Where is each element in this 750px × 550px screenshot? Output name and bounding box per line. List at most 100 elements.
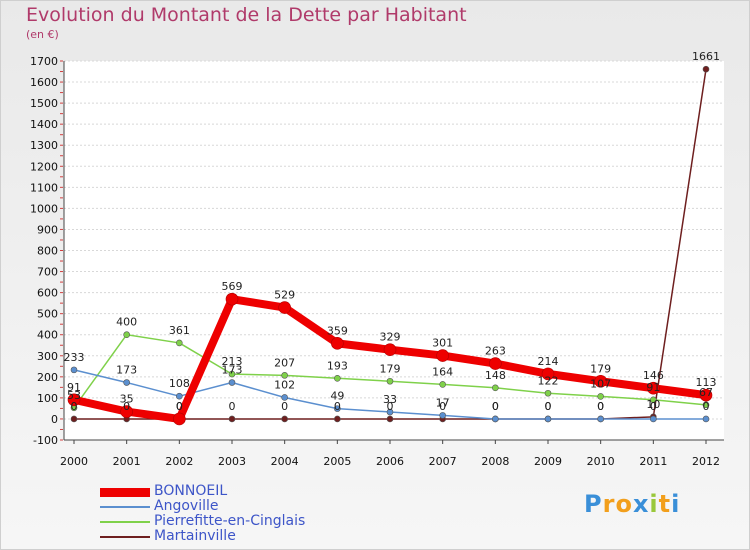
data-label: 91 — [67, 381, 81, 394]
x-tick-label: 2000 — [60, 455, 88, 468]
logo-letter-i2: i — [671, 490, 681, 518]
x-tick-label: 2003 — [218, 455, 246, 468]
y-tick-label: 400 — [37, 329, 58, 342]
legend-label-angoville: Angoville — [154, 498, 219, 514]
data-label: 53 — [67, 389, 81, 402]
data-label: 0 — [597, 400, 604, 413]
data-label: 0 — [597, 400, 604, 413]
data-label: 0 — [703, 400, 710, 413]
data-label: 33 — [383, 393, 397, 406]
series-point — [331, 337, 344, 350]
series-point — [173, 412, 186, 426]
series-point — [386, 415, 394, 423]
x-tick-label: 2001 — [113, 455, 141, 468]
y-tick-label: 1700 — [30, 55, 58, 68]
series-point — [281, 394, 288, 401]
data-label: 0 — [545, 400, 552, 413]
proxiti-logo: Proxiti — [584, 490, 680, 518]
data-label: 102 — [274, 378, 295, 391]
logo-letter-i: i — [649, 490, 659, 518]
data-label: 0 — [281, 400, 288, 413]
data-label: 0 — [176, 400, 183, 413]
y-tick-label: 1500 — [30, 97, 58, 110]
data-label: 179 — [590, 362, 611, 375]
data-label: 113 — [696, 376, 717, 389]
series-point — [334, 405, 341, 412]
y-tick-label: 0 — [51, 413, 58, 426]
series-point — [439, 412, 446, 419]
series-point — [702, 415, 710, 423]
series-point — [650, 415, 657, 423]
series-point — [228, 415, 236, 423]
series-point — [70, 415, 78, 423]
data-label: 148 — [485, 369, 506, 382]
logo-letter-o: o — [615, 490, 633, 518]
y-tick-label: 500 — [37, 308, 58, 321]
data-label: 213 — [222, 355, 243, 368]
x-tick-label: 2004 — [271, 455, 299, 468]
legend-label-martainville: Martainville — [154, 528, 236, 544]
data-label: 400 — [116, 316, 137, 329]
y-tick-label: 600 — [37, 287, 58, 300]
series-point — [225, 292, 239, 306]
x-tick-label: 2007 — [429, 455, 457, 468]
y-tick-label: 1200 — [30, 160, 58, 173]
chart-legend: BONNOEIL Angoville Pierrefitte-en-Cingla… — [100, 483, 360, 544]
data-label: 0 — [387, 400, 394, 413]
legend-label-bonnoeil: BONNOEIL — [154, 483, 228, 499]
data-label: 146 — [643, 369, 664, 382]
data-label: 17 — [436, 396, 450, 409]
series-point — [386, 408, 394, 416]
series-point — [176, 339, 183, 347]
chart-subtitle: (en €) — [26, 28, 59, 41]
series-point — [597, 393, 604, 400]
y-tick-label: 700 — [37, 266, 58, 279]
series-point — [228, 379, 236, 386]
data-label: 173 — [222, 364, 243, 377]
data-label: 49 — [330, 390, 344, 403]
legend-label-pierrefitte: Pierrefitte-en-Cinglais — [154, 513, 306, 529]
legend-item-angoville: Angoville — [100, 498, 360, 514]
x-tick-label: 2006 — [376, 455, 404, 468]
series-point — [544, 415, 552, 423]
data-label: 0 — [545, 400, 552, 413]
y-tick-label: 900 — [37, 223, 58, 236]
x-tick-label: 2008 — [481, 455, 509, 468]
data-label: 107 — [590, 377, 611, 390]
series-point — [123, 331, 130, 339]
series-point — [492, 415, 499, 423]
data-label: 0 — [650, 400, 657, 413]
y-tick-label: 200 — [37, 371, 58, 384]
series-point — [334, 375, 341, 382]
series-point — [123, 379, 130, 386]
series-point — [699, 388, 713, 402]
data-label: 0 — [334, 400, 341, 413]
x-tick-label: 2010 — [587, 455, 615, 468]
legend-item-bonnoeil: BONNOEIL — [100, 483, 360, 499]
series-point — [439, 381, 446, 388]
x-tick-label: 2002 — [165, 455, 193, 468]
data-label: 0 — [492, 400, 499, 413]
y-tick-label: 1100 — [30, 181, 58, 194]
series-point — [70, 366, 78, 374]
data-label: 569 — [222, 280, 243, 293]
data-label: 10 — [646, 398, 660, 411]
series-point — [386, 377, 394, 385]
data-label: 233 — [64, 351, 85, 364]
data-label: 0 — [176, 400, 183, 413]
data-label: 179 — [380, 362, 401, 375]
x-tick-label: 2005 — [323, 455, 351, 468]
y-tick-label: 1000 — [30, 202, 58, 215]
series-point — [650, 396, 657, 404]
series-point — [647, 381, 660, 395]
logo-letter-p: P — [584, 490, 603, 518]
series-point — [67, 393, 81, 407]
data-label: 329 — [380, 331, 401, 344]
data-label: 0 — [71, 400, 78, 413]
series-point — [492, 384, 499, 392]
data-label: 361 — [169, 324, 190, 337]
y-tick-label: 1300 — [30, 139, 58, 152]
x-tick-label: 2009 — [534, 455, 562, 468]
series-point — [228, 370, 236, 378]
y-tick-label: 1600 — [30, 76, 58, 89]
